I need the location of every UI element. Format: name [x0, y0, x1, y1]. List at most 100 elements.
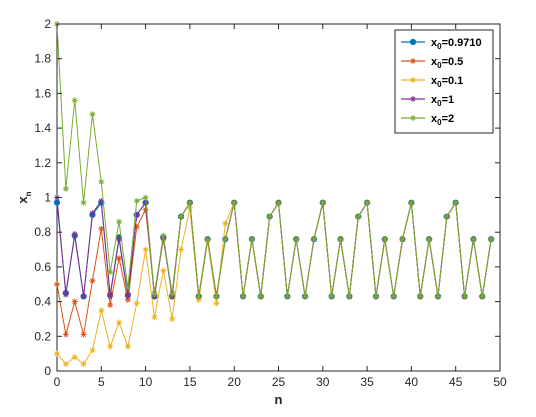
data-point: [178, 246, 185, 253]
data-point: [124, 284, 131, 291]
data-point: [80, 293, 87, 300]
data-point: [160, 232, 167, 239]
x-tick-label: 5: [98, 375, 105, 389]
data-point: [178, 213, 185, 220]
data-point: [443, 213, 450, 220]
data-point: [124, 343, 131, 350]
data-point: [461, 293, 468, 300]
data-point: [151, 291, 158, 298]
data-point: [355, 213, 362, 220]
data-point: [71, 354, 78, 361]
data-point: [133, 197, 140, 204]
data-point: [399, 236, 406, 243]
tick-layer: 0 5 10 15 20 25 30 35 40 45 50 0 0.2 0.4 0.6 0.8 1 1.2 1.4…: [34, 17, 507, 389]
x-tick-label: 45: [449, 375, 463, 389]
data-point: [169, 291, 176, 298]
y-tick-label: 0.2: [34, 329, 51, 343]
y-tick-label: 0.8: [34, 225, 51, 239]
data-point: [479, 293, 486, 300]
x-tick-label: 10: [139, 375, 153, 389]
series-4: [54, 21, 495, 300]
data-point: [89, 277, 96, 284]
data-point: [426, 236, 433, 243]
y-tick-label: 0.4: [34, 295, 51, 309]
data-point: [62, 291, 69, 298]
x-axis-label: n: [275, 392, 283, 407]
data-point: [107, 302, 114, 309]
data-point: [417, 293, 424, 300]
data-point: [240, 293, 247, 300]
y-tick-label: 2: [44, 17, 51, 31]
data-point: [98, 307, 105, 314]
data-point: [107, 343, 114, 350]
y-tick-label: 0.6: [34, 260, 51, 274]
data-point: [266, 213, 273, 220]
y-axis-label-subscript: n: [24, 191, 33, 196]
y-tick-label: 1.6: [34, 86, 51, 100]
data-point: [452, 199, 459, 206]
series-layer: [53, 21, 495, 368]
data-point: [54, 281, 60, 288]
data-point: [213, 293, 220, 300]
data-point: [98, 178, 105, 185]
data-point: [204, 236, 211, 243]
y-tick-label: 0: [44, 364, 51, 378]
y-axis-label-main: x: [15, 196, 30, 204]
series-line: [56, 23, 492, 297]
data-point: [142, 194, 149, 201]
x-tick-label: 15: [183, 375, 197, 389]
data-point: [381, 236, 388, 243]
data-point: [62, 361, 69, 368]
y-tick-label: 1.4: [34, 121, 51, 135]
y-tick-label: 1.8: [34, 52, 51, 66]
data-point: [54, 350, 60, 357]
y-axis-label: xn: [15, 191, 33, 203]
legend-marker: [409, 38, 417, 46]
data-point: [222, 220, 229, 227]
x-tick-label: 25: [272, 375, 286, 389]
data-point: [434, 293, 441, 300]
legend-entry: x0=2: [401, 113, 454, 127]
legend-entry: x0=0.5: [401, 56, 463, 70]
legend-marker: [410, 77, 416, 83]
x-tick-label: 0: [54, 375, 61, 389]
data-point: [71, 97, 78, 104]
data-point: [80, 199, 87, 206]
data-point: [98, 225, 105, 232]
data-point: [248, 236, 255, 243]
data-point: [284, 293, 291, 300]
legend-marker: [410, 115, 416, 121]
x-tick-label: 30: [316, 375, 330, 389]
data-point: [186, 199, 193, 206]
data-point: [89, 210, 96, 217]
x-tick-label: 20: [228, 375, 242, 389]
data-point: [195, 293, 202, 300]
data-point: [142, 246, 149, 253]
data-point: [116, 319, 123, 326]
data-point: [80, 361, 87, 368]
data-point: [488, 236, 495, 243]
data-point: [124, 293, 131, 300]
data-point: [337, 236, 344, 243]
data-point: [80, 331, 87, 338]
legend-label: x0=0.5: [431, 56, 463, 70]
data-point: [133, 300, 140, 307]
legend-marker: [410, 58, 416, 64]
data-point: [71, 230, 78, 237]
data-point: [319, 199, 326, 206]
legend-label: x0=0.9710: [431, 37, 482, 51]
data-point: [470, 236, 477, 243]
data-point: [213, 300, 220, 307]
data-point: [116, 218, 123, 225]
data-point: [89, 347, 96, 354]
x-tick-label: 35: [360, 375, 374, 389]
data-point: [257, 293, 264, 300]
legend-label: x0=1: [431, 94, 454, 108]
data-point: [302, 293, 309, 300]
data-point: [390, 293, 397, 300]
y-tick-label: 1: [44, 191, 51, 205]
x-tick-label: 50: [493, 375, 507, 389]
data-point: [364, 199, 371, 206]
legend-entry: x0=0.9710: [401, 37, 482, 51]
